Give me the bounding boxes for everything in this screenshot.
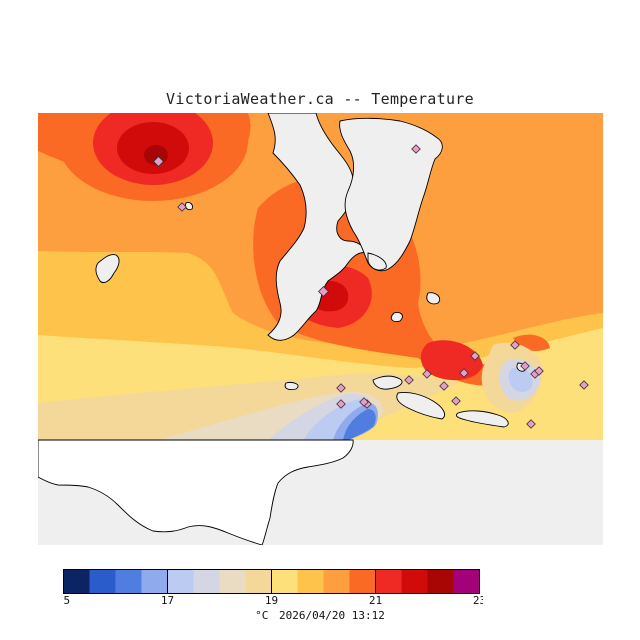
timestamp: 2026/04/20 13:12 [278, 609, 385, 622]
map-title: VictoriaWeather.ca -- Temperature [166, 90, 474, 108]
legend-color-cell [219, 569, 246, 594]
station-marker[interactable] [520, 361, 530, 371]
legend-color-cell [193, 569, 220, 594]
legend-color-cell [89, 569, 116, 594]
legend-color-cell [427, 569, 454, 594]
station-marker[interactable] [510, 340, 520, 350]
legend-color-cell [401, 569, 428, 594]
station-marker[interactable] [177, 202, 187, 212]
station-marker[interactable] [336, 399, 346, 409]
station-marker[interactable] [152, 155, 165, 168]
legend-tick-label: 17 [161, 594, 174, 605]
legend-color-cell [375, 569, 402, 594]
unit-label: °C [255, 609, 269, 622]
color-legend: 15 17 19 21 23 [63, 569, 483, 605]
legend-color-cell [167, 569, 194, 594]
station-marker[interactable] [470, 351, 480, 361]
station-marker[interactable] [317, 285, 330, 298]
legend-color-cell [141, 569, 168, 594]
station-marker[interactable] [451, 396, 461, 406]
legend-color-cell [115, 569, 142, 594]
legend-color-cell [245, 569, 272, 594]
station-marker[interactable] [534, 366, 544, 376]
legend-color-bar [63, 569, 480, 594]
station-marker[interactable] [579, 380, 589, 390]
legend-color-cell [297, 569, 324, 594]
legend-ticks: 15 17 19 21 23 [63, 569, 483, 605]
unmapped-land [38, 439, 354, 545]
map-footer: °C 2026/04/20 13:12 [0, 609, 640, 622]
station-marker[interactable] [422, 369, 432, 379]
legend-color-cell [323, 569, 350, 594]
legend-color-cell [453, 569, 480, 594]
station-marker[interactable] [439, 381, 449, 391]
legend-tick-label: 15 [63, 594, 70, 605]
station-marker[interactable] [359, 397, 369, 407]
legend-color-cell [271, 569, 298, 594]
station-marker[interactable] [404, 375, 414, 385]
station-marker[interactable] [411, 144, 421, 154]
legend-color-cell [63, 569, 90, 594]
temperature-map[interactable] [38, 113, 603, 545]
station-markers[interactable] [152, 144, 589, 429]
legend-tick-label: 21 [369, 594, 382, 605]
station-marker[interactable] [459, 368, 469, 378]
legend-tick-label: 19 [265, 594, 278, 605]
station-marker[interactable] [336, 383, 346, 393]
legend-tick-label: 23 [473, 594, 483, 605]
station-marker[interactable] [526, 419, 536, 429]
legend-color-cell [349, 569, 376, 594]
coastlines [95, 113, 527, 428]
